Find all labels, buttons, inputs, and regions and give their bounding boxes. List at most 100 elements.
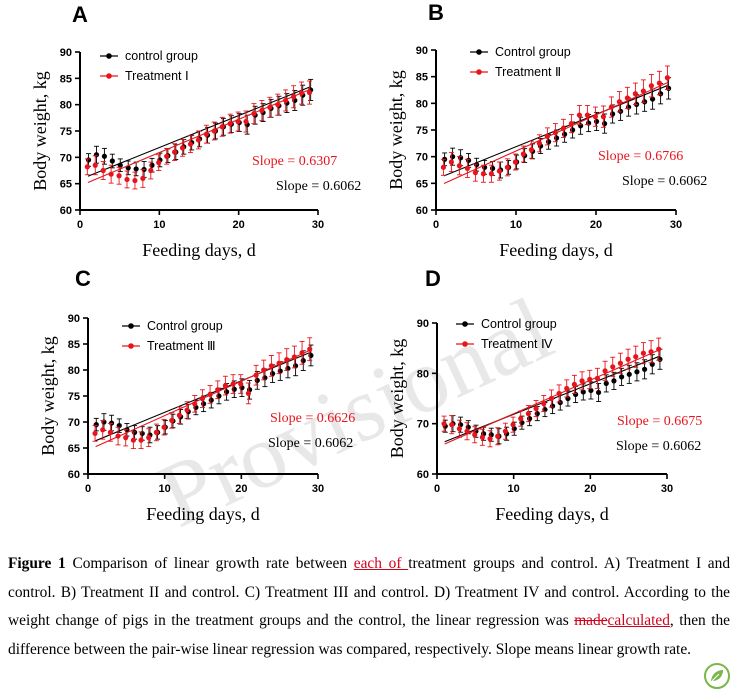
data-point (109, 420, 115, 426)
y-tick-label: 80 (416, 98, 428, 110)
data-point (576, 112, 583, 118)
data-point (610, 111, 616, 117)
y-tick-label: 90 (416, 45, 428, 57)
data-point (224, 389, 230, 395)
data-point (625, 356, 631, 362)
chart-panel-b: B 0 10 20 30 60 65 70 75 80 85 90 Feeding days, d Bod… (386, 0, 707, 260)
legend-marker (476, 69, 482, 75)
y-axis-label: Body weight, kg (386, 70, 406, 190)
y-tick-label: 60 (60, 205, 72, 217)
data-point (291, 354, 297, 360)
slope-label-treatment: Slope = 0.6307 (252, 154, 337, 169)
data-point (251, 111, 257, 117)
data-point (308, 352, 314, 359)
x-tick-label: 20 (235, 483, 247, 495)
data-point (458, 155, 464, 161)
y-tick-label: 85 (60, 73, 72, 85)
legend-label: Treatment Ⅳ (481, 337, 553, 351)
data-point (571, 381, 578, 388)
data-point (570, 127, 576, 133)
y-tick-label: 65 (68, 443, 80, 455)
x-tick-label: 10 (153, 219, 165, 231)
y-tick-label: 70 (60, 152, 72, 164)
data-point (172, 149, 178, 155)
slope-label-treatment: Slope = 0.6626 (270, 411, 355, 426)
caption-text-1: Comparison of linear growth rate between (65, 555, 354, 572)
legend-label: control group (125, 49, 198, 63)
panel-label: C (75, 266, 91, 291)
y-tick-label: 75 (416, 125, 428, 137)
data-point (161, 424, 167, 430)
data-point (140, 175, 146, 181)
data-point (148, 167, 154, 174)
y-tick-label: 60 (416, 205, 428, 217)
data-point (610, 364, 616, 370)
data-point (656, 80, 663, 86)
data-point (580, 389, 586, 395)
y-tick-label: 80 (68, 365, 80, 377)
data-point (510, 422, 516, 428)
data-point (550, 403, 556, 409)
y-tick-label: 75 (68, 391, 80, 403)
data-point (472, 170, 478, 176)
data-point (187, 141, 194, 147)
y-tick-label: 80 (417, 368, 429, 380)
x-tick-label: 20 (584, 483, 596, 495)
data-point (495, 433, 501, 439)
data-point (528, 147, 535, 153)
data-point (617, 360, 624, 366)
regression-line (87, 88, 311, 183)
data-point (441, 421, 447, 427)
data-point (642, 99, 648, 105)
data-point (230, 381, 236, 387)
slope-label-control: Slope = 0.6062 (268, 436, 353, 451)
data-point (153, 429, 159, 435)
data-point (632, 91, 639, 97)
data-point (100, 167, 106, 174)
y-tick-label: 65 (416, 178, 428, 190)
legend-label: Treatment Ⅲ (147, 339, 216, 353)
caption-text-3: , then the difference between the pair-w… (8, 612, 731, 658)
regression-line (87, 86, 311, 177)
caption-insertion-2: calculated (607, 612, 670, 629)
panel-label: D (425, 266, 441, 291)
data-point (546, 139, 552, 145)
data-point (101, 153, 107, 159)
data-point (275, 102, 281, 108)
data-point (231, 386, 237, 392)
data-point (192, 401, 198, 407)
data-point (115, 433, 121, 439)
data-point (533, 405, 539, 412)
data-point (619, 374, 625, 380)
data-point (512, 159, 519, 165)
data-point (207, 391, 213, 398)
data-point (93, 152, 100, 158)
figure-caption: Figure 1 Comparison of linear growth rat… (8, 550, 730, 664)
data-point (527, 416, 533, 422)
data-point (243, 118, 249, 125)
data-point (277, 368, 283, 374)
legend-marker (476, 49, 482, 55)
data-point (124, 176, 130, 183)
data-point (666, 85, 672, 91)
series-treatment (92, 337, 313, 449)
data-point (132, 177, 138, 184)
legend-marker (128, 323, 134, 329)
x-tick-label: 0 (434, 483, 440, 495)
x-tick-label: 10 (510, 219, 522, 231)
legend-marker (106, 73, 112, 79)
data-point (642, 366, 648, 372)
data-point (608, 104, 615, 110)
y-tick-label: 75 (60, 126, 72, 138)
data-point (245, 390, 251, 396)
data-point (518, 416, 524, 422)
data-point (568, 121, 575, 127)
data-point (133, 166, 139, 172)
data-point (611, 378, 617, 384)
data-point (536, 140, 543, 146)
data-point (270, 371, 276, 377)
data-point (219, 124, 225, 130)
x-axis-label: Feeding days, d (142, 240, 255, 260)
data-point (116, 173, 122, 179)
